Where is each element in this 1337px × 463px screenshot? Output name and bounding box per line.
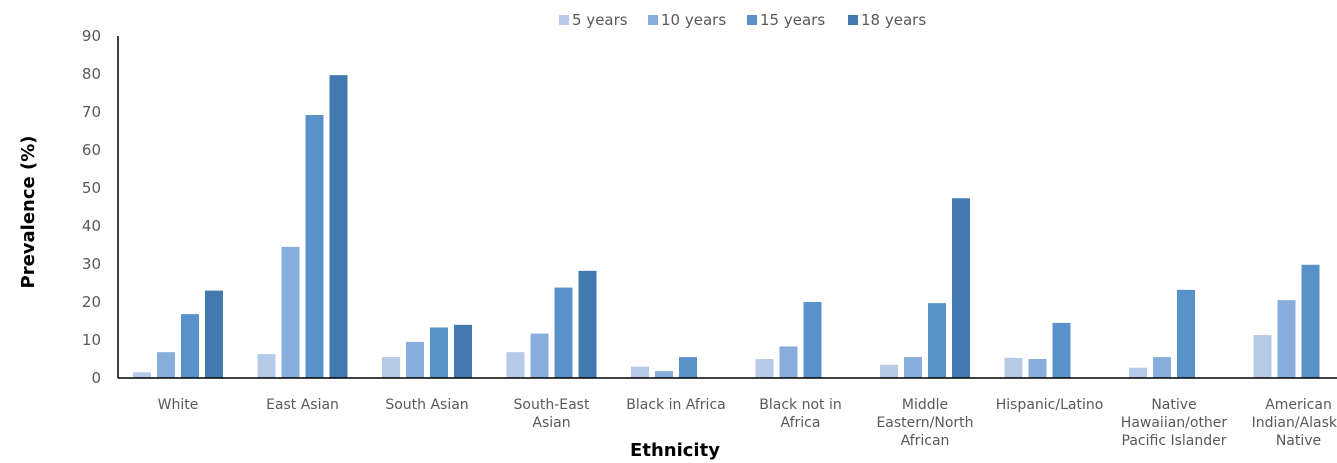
x-axis-labels: White East Asian South Asian South-East Asia… xyxy=(158,397,1337,449)
y-tick-label: 0 xyxy=(91,369,101,387)
bar xyxy=(133,372,151,378)
x-axis-title: Ethnicity xyxy=(630,440,720,461)
bar xyxy=(1004,357,1023,378)
x-tick-label: Middle Eastern/North African xyxy=(876,397,973,449)
bar xyxy=(257,354,276,378)
bar xyxy=(181,314,199,378)
y-tick-label: 50 xyxy=(82,179,101,197)
legend-swatch xyxy=(747,15,757,25)
x-tick-label: Hispanic/Latino xyxy=(996,397,1104,413)
bar xyxy=(1028,359,1047,378)
bar xyxy=(779,346,798,378)
bar xyxy=(530,333,549,378)
bar xyxy=(554,287,573,378)
x-tick-label: Black not in Africa xyxy=(759,397,841,431)
legend-label: 15 years xyxy=(760,11,825,29)
bar xyxy=(281,246,300,378)
x-tick-label: Black in Africa xyxy=(626,397,725,413)
bar xyxy=(631,366,649,378)
bar xyxy=(305,115,324,378)
bar xyxy=(329,75,348,378)
x-tick-label: Native Hawaiian/other Pacific Islander xyxy=(1121,397,1228,449)
bar xyxy=(904,357,922,378)
y-tick-label: 40 xyxy=(82,217,101,235)
legend-swatch xyxy=(559,15,569,25)
bar xyxy=(880,364,898,378)
y-tick-label: 90 xyxy=(82,27,101,45)
y-tick-label: 10 xyxy=(82,331,101,349)
bar xyxy=(655,371,673,378)
bar xyxy=(1277,300,1296,378)
x-tick-label: White xyxy=(158,397,199,413)
y-tick-label: 80 xyxy=(82,65,101,83)
bar xyxy=(205,290,223,378)
bar xyxy=(406,341,424,378)
bar xyxy=(679,357,697,378)
bar xyxy=(1153,357,1171,378)
bar xyxy=(755,359,774,378)
bar xyxy=(382,357,400,378)
legend-swatch xyxy=(648,15,658,25)
x-tick-label: South-East Asian xyxy=(514,397,590,431)
bar xyxy=(1301,264,1320,378)
legend-swatch xyxy=(848,15,858,25)
bar xyxy=(430,327,448,378)
legend-label: 5 years xyxy=(572,11,628,29)
y-tick-label: 70 xyxy=(82,103,101,121)
x-tick-label: American Indian/Alaska Native xyxy=(1252,397,1337,449)
bar xyxy=(1177,289,1195,378)
bar xyxy=(1253,335,1272,378)
x-tick-label: East Asian xyxy=(266,397,339,413)
bar xyxy=(157,352,175,378)
y-axis-title: Prevalence (%) xyxy=(18,136,39,289)
y-tick-label: 30 xyxy=(82,255,101,273)
bar xyxy=(1129,367,1147,378)
bar xyxy=(506,352,525,378)
y-tick-label: 20 xyxy=(82,293,101,311)
bars xyxy=(133,75,1320,378)
y-axis-ticks: 0 10 20 30 40 50 60 70 80 90 xyxy=(82,27,101,387)
bar xyxy=(1052,322,1071,378)
bar xyxy=(454,324,472,378)
legend-label: 10 years xyxy=(661,11,726,29)
bar xyxy=(803,302,822,378)
bar xyxy=(928,303,946,378)
y-tick-label: 60 xyxy=(82,141,101,159)
bar xyxy=(578,270,597,378)
bar xyxy=(952,198,970,378)
x-tick-label: South Asian xyxy=(385,397,468,413)
legend-label: 18 years xyxy=(861,11,926,29)
legend: 5 years 10 years 15 years 18 years xyxy=(559,11,926,29)
